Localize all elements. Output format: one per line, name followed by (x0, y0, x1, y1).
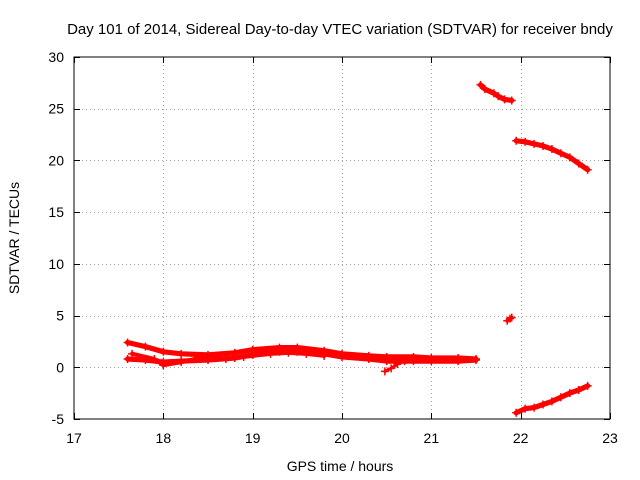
data-point-marker (302, 349, 311, 358)
x-tick-label: 23 (602, 430, 618, 446)
data-point-marker (177, 349, 186, 358)
data-point-marker (539, 141, 547, 150)
data-point-marker (530, 139, 539, 148)
data-point-marker (494, 92, 503, 101)
y-tick-label: 15 (48, 204, 64, 220)
data-point-marker (284, 348, 293, 357)
series-band-lower-2 (128, 348, 329, 370)
y-tick-label: 10 (48, 256, 64, 272)
data-point-marker (472, 356, 480, 365)
series-upper-arc (476, 80, 516, 105)
data-point-marker (177, 358, 186, 367)
data-point-marker (320, 351, 329, 360)
data-point-marker (565, 153, 574, 162)
series-lower-arc (512, 381, 592, 417)
data-point-marker (505, 314, 514, 323)
data-point-marker (583, 165, 592, 174)
data-point-marker (195, 353, 204, 362)
x-tick-label: 21 (424, 430, 440, 446)
data-point-marker (150, 355, 159, 364)
x-tick-label: 17 (66, 430, 82, 446)
data-series (123, 80, 592, 417)
data-point-marker (574, 386, 583, 395)
y-tick-label: 5 (56, 308, 64, 324)
x-tick-label: 22 (513, 430, 529, 446)
data-point-marker (521, 137, 530, 146)
data-point-marker (512, 136, 521, 145)
data-point-marker (141, 342, 150, 351)
y-tick-label: 25 (48, 101, 64, 117)
data-point-marker (547, 397, 556, 406)
data-point-marker (530, 403, 539, 412)
data-point-marker (393, 360, 402, 369)
data-point-marker (123, 338, 132, 347)
data-point-marker (521, 404, 530, 413)
data-point-marker (539, 400, 547, 409)
data-point-marker (266, 349, 275, 358)
x-tick-label: 19 (245, 430, 261, 446)
data-point-marker (380, 367, 389, 376)
data-point-marker (507, 96, 516, 105)
chart-title: Day 101 of 2014, Sidereal Day-to-day VTE… (67, 21, 613, 38)
data-point-marker (382, 357, 391, 366)
data-point-marker (123, 355, 132, 364)
data-point-marker (476, 80, 485, 89)
y-tick-label: 0 (56, 359, 64, 375)
axis-ticks: 17 18 19 20 21 22 23 -5 0 5 10 15 20 25 30 (48, 49, 618, 446)
data-point-marker (159, 361, 168, 370)
data-point-marker (128, 349, 137, 358)
y-axis-label: SDTVAR / TECUs (6, 182, 22, 294)
x-tick-label: 18 (156, 430, 172, 446)
data-point-marker (454, 357, 463, 366)
y-tick-label: 20 (48, 152, 64, 168)
data-point-marker (409, 353, 418, 362)
series-lower-tail (380, 353, 418, 376)
data-point-marker (221, 355, 230, 364)
data-point-marker (159, 347, 168, 356)
data-point-marker (239, 352, 248, 361)
x-axis-label: GPS time / hours (287, 458, 394, 474)
data-point-marker (565, 389, 574, 398)
y-tick-label: -5 (52, 411, 65, 427)
data-point-marker (387, 364, 396, 373)
data-point-marker (500, 95, 509, 104)
data-point-marker (489, 89, 498, 98)
data-point-marker (512, 408, 521, 417)
data-point-marker (574, 159, 583, 168)
series-small-blob (503, 313, 516, 325)
data-point-marker (556, 393, 565, 402)
y-tick-label: 30 (48, 49, 64, 65)
data-point-marker (556, 149, 565, 158)
data-point-marker (400, 357, 409, 366)
data-point-marker (507, 313, 516, 322)
data-point-marker (338, 352, 346, 361)
data-point-marker (547, 145, 556, 154)
data-point-marker (583, 381, 592, 390)
data-point-marker (480, 85, 489, 94)
series-middle-arc (512, 136, 592, 174)
x-tick-label: 20 (334, 430, 350, 446)
data-point-marker (364, 355, 373, 364)
data-point-marker (427, 357, 436, 366)
grid-lines (74, 57, 610, 419)
